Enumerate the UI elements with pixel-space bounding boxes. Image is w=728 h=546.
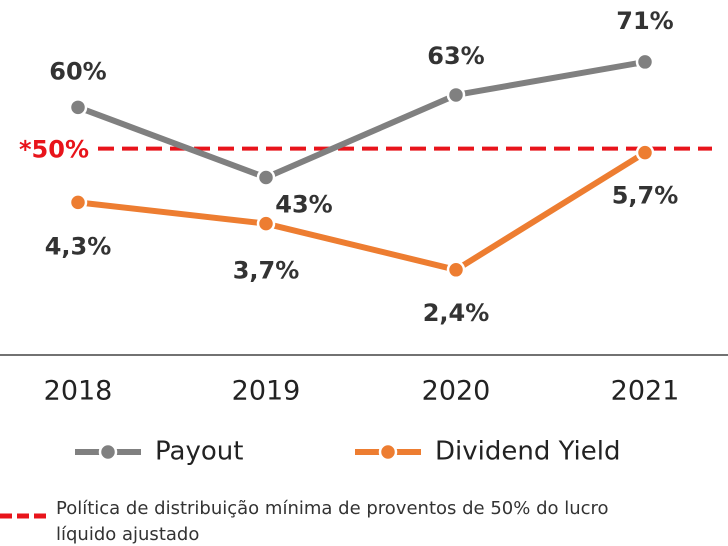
data-point <box>635 143 655 162</box>
data-label: 2,4% <box>423 299 490 327</box>
x-tick-label: 2018 <box>44 376 113 407</box>
series-line <box>77 150 647 273</box>
x-tick-label: 2019 <box>232 376 301 407</box>
legend-label: Payout <box>155 437 243 467</box>
data-label: 71% <box>616 7 673 35</box>
reference-label: *50% <box>19 136 89 164</box>
x-tick-label: 2021 <box>611 376 680 407</box>
series-line <box>76 58 646 181</box>
data-point <box>446 85 466 105</box>
data-label: 3,7% <box>233 257 300 285</box>
data-point <box>68 98 88 117</box>
data-label: 60% <box>49 57 106 85</box>
footnote: líquido ajustado <box>56 524 199 545</box>
data-label: 43% <box>275 191 332 219</box>
legend-marker <box>378 442 398 462</box>
data-label: 63% <box>427 42 484 70</box>
footnote: Política de distribuição mínima de prove… <box>56 498 609 519</box>
legend-label: Dividend Yield <box>435 437 621 467</box>
data-label: 5,7% <box>612 182 679 210</box>
data-point <box>256 168 276 187</box>
legend-marker <box>98 442 118 462</box>
x-tick-label: 2020 <box>422 376 491 407</box>
data-point <box>446 260 466 280</box>
data-point <box>68 193 88 212</box>
data-label: 4,3% <box>45 232 112 260</box>
data-point <box>256 214 276 233</box>
data-point <box>635 52 655 72</box>
